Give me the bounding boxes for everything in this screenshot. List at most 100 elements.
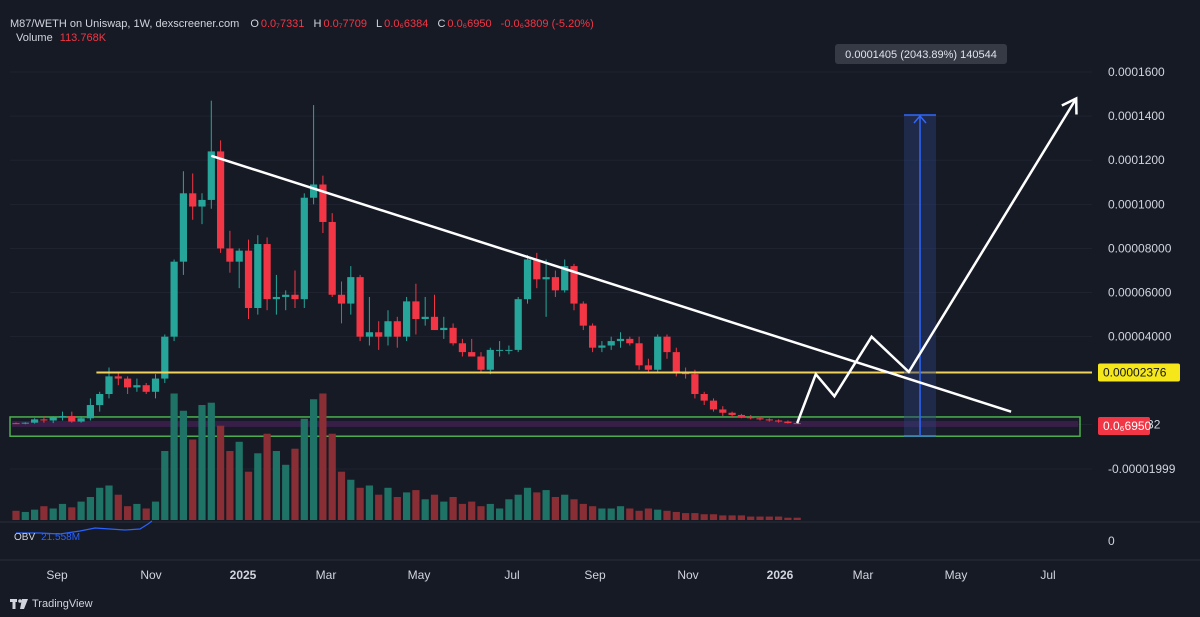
candle-body[interactable] [598, 345, 606, 348]
candle-body[interactable] [254, 244, 262, 308]
volume-bar [31, 509, 39, 520]
candle-body[interactable] [523, 259, 532, 300]
candle-body[interactable] [58, 416, 67, 418]
candle-body[interactable] [709, 400, 718, 410]
candle-body[interactable] [691, 374, 699, 395]
candle-body[interactable] [235, 250, 243, 262]
candle-body[interactable] [430, 316, 439, 331]
candle-body[interactable] [300, 197, 308, 300]
candle-body[interactable] [496, 349, 504, 351]
candle-body[interactable] [440, 327, 448, 331]
candle-body[interactable] [793, 423, 801, 425]
candle-body[interactable] [49, 417, 57, 421]
candle-body[interactable] [607, 341, 615, 346]
candle-body[interactable] [449, 327, 457, 344]
volume-bar [300, 418, 308, 520]
candle-body[interactable] [719, 409, 727, 413]
candle-body[interactable] [505, 349, 513, 351]
candle-body[interactable] [579, 303, 587, 326]
volume-bar [589, 506, 597, 520]
candle-body[interactable] [654, 336, 662, 370]
candle-body[interactable] [328, 221, 336, 295]
candle-body[interactable] [347, 277, 355, 304]
candle-body[interactable] [747, 417, 755, 419]
candle-body[interactable] [198, 199, 206, 207]
price-tick-label: 0.0001400 [1108, 109, 1165, 123]
candle-body[interactable] [514, 299, 522, 350]
candlesticks[interactable] [12, 100, 801, 425]
descending-trendline[interactable] [210, 154, 1012, 413]
candle-body[interactable] [570, 266, 578, 304]
candle-body[interactable] [551, 277, 559, 291]
tradingview-logo[interactable]: TradingView [10, 598, 93, 610]
candle-body[interactable] [616, 338, 625, 342]
candle-body[interactable] [77, 418, 85, 422]
drawings-layer[interactable]: 0.0001405 (2043.89%) 140544 [96, 44, 1092, 437]
candle-body[interactable] [644, 365, 652, 370]
candle-body[interactable] [356, 277, 364, 337]
candle-body[interactable] [486, 349, 494, 370]
candle-body[interactable] [375, 332, 383, 337]
volume-bar [496, 508, 504, 520]
candle-body[interactable] [365, 332, 373, 337]
candle-body[interactable] [161, 336, 169, 379]
candle-body[interactable] [114, 376, 122, 379]
candle-body[interactable] [663, 336, 671, 353]
price-axis[interactable]: 0.0001600 0.0001400 0.0001200 0.0001000 0.00… [1098, 65, 1180, 548]
candle-body[interactable] [282, 294, 290, 297]
candle-body[interactable] [421, 316, 429, 320]
candle-body[interactable] [189, 193, 197, 207]
candle-body[interactable] [403, 301, 411, 337]
candle-body[interactable] [635, 343, 643, 366]
candle-body[interactable] [412, 301, 420, 320]
time-axis[interactable]: Sep Nov 2025 Mar May Jul Sep Nov 2026 Mar May Jul [46, 568, 1055, 582]
candle-body[interactable] [226, 248, 234, 262]
candle-body[interactable] [105, 376, 113, 395]
candle-body[interactable] [458, 343, 466, 353]
support-zone-box[interactable] [9, 416, 1081, 437]
candle-body[interactable] [244, 250, 253, 308]
candle-body[interactable] [756, 418, 764, 420]
candle-body[interactable] [217, 151, 225, 249]
candle-body[interactable] [700, 394, 708, 401]
candle-body[interactable] [384, 321, 392, 337]
candle-body[interactable] [626, 338, 634, 344]
candle-body[interactable] [737, 414, 745, 418]
candle-body[interactable] [21, 422, 29, 424]
candle-body[interactable] [784, 421, 792, 424]
candle-body[interactable] [319, 184, 327, 222]
projection-path[interactable] [796, 97, 1078, 424]
candle-body[interactable] [179, 193, 187, 262]
candle-body[interactable] [40, 419, 48, 421]
candle-body[interactable] [393, 321, 401, 337]
candle-body[interactable] [170, 261, 178, 337]
candle-body[interactable] [86, 405, 94, 419]
candle-body[interactable] [133, 385, 141, 388]
candle-body[interactable] [291, 294, 299, 300]
candle-body[interactable] [765, 419, 773, 421]
candle-body[interactable] [477, 356, 485, 370]
candle-body[interactable] [68, 416, 76, 422]
candle-body[interactable] [542, 277, 550, 280]
candle-body[interactable] [272, 296, 280, 300]
candle-body[interactable] [672, 352, 680, 372]
candle-body[interactable] [561, 266, 569, 291]
candle-body[interactable] [124, 378, 132, 388]
candle-body[interactable] [533, 259, 541, 280]
candle-body[interactable] [263, 244, 271, 300]
candle-body[interactable] [775, 420, 783, 422]
price-tick-label: 0.0001200 [1108, 153, 1165, 167]
candle-body[interactable] [142, 385, 150, 392]
tradingview-icon [10, 599, 28, 609]
candle-body[interactable] [31, 419, 39, 423]
candle-body[interactable] [12, 423, 20, 425]
candle-body[interactable] [337, 294, 346, 304]
candle-body[interactable] [468, 352, 476, 357]
candle-body[interactable] [589, 325, 597, 348]
candle-body[interactable] [207, 151, 215, 200]
candle-body[interactable] [151, 378, 160, 392]
candle-body[interactable] [310, 184, 318, 198]
candle-body[interactable] [728, 412, 736, 415]
candle-body[interactable] [96, 394, 104, 406]
